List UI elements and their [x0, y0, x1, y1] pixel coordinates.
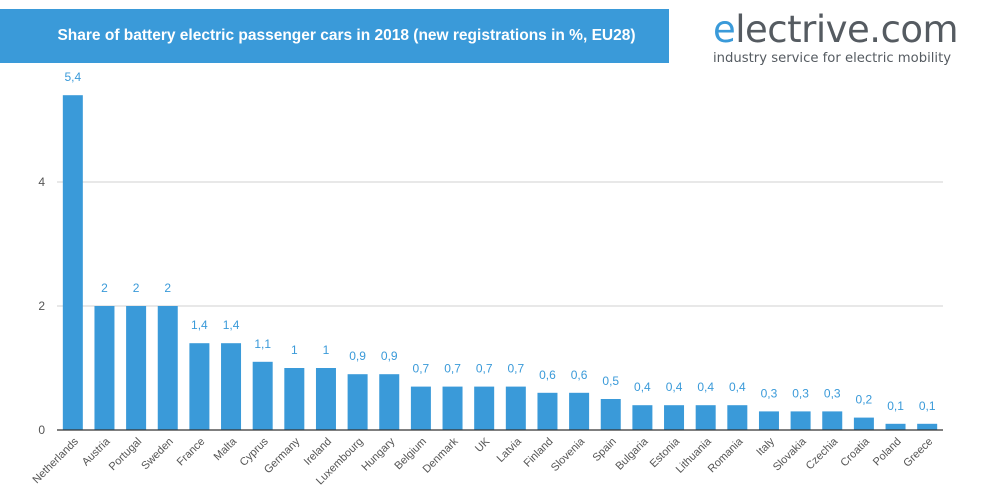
x-tick-label: Greece: [901, 436, 935, 470]
electrive-logo: electrive.com industry service for elect…: [713, 10, 983, 67]
bar: [727, 405, 748, 430]
chart-title: Share of battery electric passenger cars…: [57, 27, 636, 44]
y-tick-label: 0: [38, 423, 45, 437]
bar: [632, 405, 653, 430]
bar: [474, 386, 495, 430]
bar: [157, 306, 178, 430]
data-label: 0,7: [413, 362, 430, 376]
bar: [94, 306, 115, 430]
data-label: 0,1: [887, 399, 904, 413]
bar: [315, 368, 336, 430]
bar: [410, 386, 431, 430]
data-label: 5,4: [64, 70, 81, 84]
x-tick-label: Croatia: [838, 435, 872, 469]
data-label: 0,9: [381, 349, 398, 363]
data-label: 0,1: [919, 399, 936, 413]
bar: [505, 386, 526, 430]
data-label: 0,3: [792, 386, 809, 400]
bar: [853, 417, 874, 430]
data-label: 0,4: [729, 380, 746, 394]
data-label: 0,7: [476, 362, 493, 376]
data-label: 2: [133, 281, 140, 295]
x-tick-label: UK: [473, 435, 493, 455]
bar: [252, 361, 273, 430]
bar: [537, 392, 558, 430]
data-label: 0,4: [634, 380, 651, 394]
bar: [284, 368, 305, 430]
x-tick-label: Netherlands: [31, 435, 82, 486]
data-label: 2: [164, 281, 171, 295]
x-tick-label: Hungary: [359, 435, 397, 473]
logo-wordmark: electrive.com: [713, 10, 983, 50]
data-label: 0,2: [856, 393, 873, 407]
logo-e-letter: e: [713, 8, 736, 51]
x-tick-label: Portugal: [107, 436, 144, 473]
logo-tagline: industry service for electric mobility: [713, 51, 952, 66]
x-tick-label: Malta: [212, 435, 240, 463]
bar: [600, 399, 621, 430]
bar: [885, 423, 906, 430]
x-tick-label: France: [175, 436, 208, 469]
x-tick-label: Spain: [590, 436, 618, 464]
bar: [822, 411, 843, 430]
bar: [695, 405, 716, 430]
bar: [221, 343, 242, 430]
chart-title-banner: Share of battery electric passenger cars…: [0, 9, 669, 63]
bar: [758, 411, 779, 430]
x-tick-label: Sweden: [139, 436, 176, 473]
bar: [442, 386, 463, 430]
x-tick-label: Slovenia: [549, 435, 588, 474]
data-label: 0,7: [444, 362, 461, 376]
logo-rest: lectrive.com: [735, 8, 959, 51]
data-label: 0,5: [602, 374, 619, 388]
y-tick-label: 4: [38, 175, 45, 189]
bar: [917, 423, 938, 430]
x-tick-label: Latvia: [495, 435, 525, 465]
data-label: 1: [291, 343, 298, 357]
data-label: 0,7: [507, 362, 524, 376]
bar: [347, 374, 368, 430]
bar: [569, 392, 590, 430]
x-tick-label: Czechia: [804, 435, 841, 472]
data-label: 0,3: [761, 386, 778, 400]
data-label: 1,4: [223, 318, 240, 332]
data-label: 0,9: [349, 349, 366, 363]
bar: [126, 306, 147, 430]
data-label: 1: [323, 343, 330, 357]
data-label: 0,4: [666, 380, 683, 394]
x-tick-label: Bulgaria: [613, 435, 651, 473]
x-tick-label: Poland: [871, 436, 904, 469]
data-label: 0,4: [697, 380, 714, 394]
bar: [664, 405, 685, 430]
data-label: 1,1: [254, 337, 271, 351]
y-tick-label: 2: [38, 299, 45, 313]
x-tick-label: Slovakia: [771, 435, 810, 474]
bar: [379, 374, 400, 430]
data-label: 2: [101, 281, 108, 295]
bar: [62, 95, 83, 430]
data-label: 0,3: [824, 386, 841, 400]
x-tick-label: Italy: [754, 435, 777, 458]
data-label: 0,6: [571, 368, 588, 382]
data-label: 1,4: [191, 318, 208, 332]
bar: [790, 411, 811, 430]
bar: [189, 343, 210, 430]
x-tick-label: Denmark: [421, 435, 461, 475]
x-tick-label: Romania: [706, 435, 746, 475]
data-label: 0,6: [539, 368, 556, 382]
